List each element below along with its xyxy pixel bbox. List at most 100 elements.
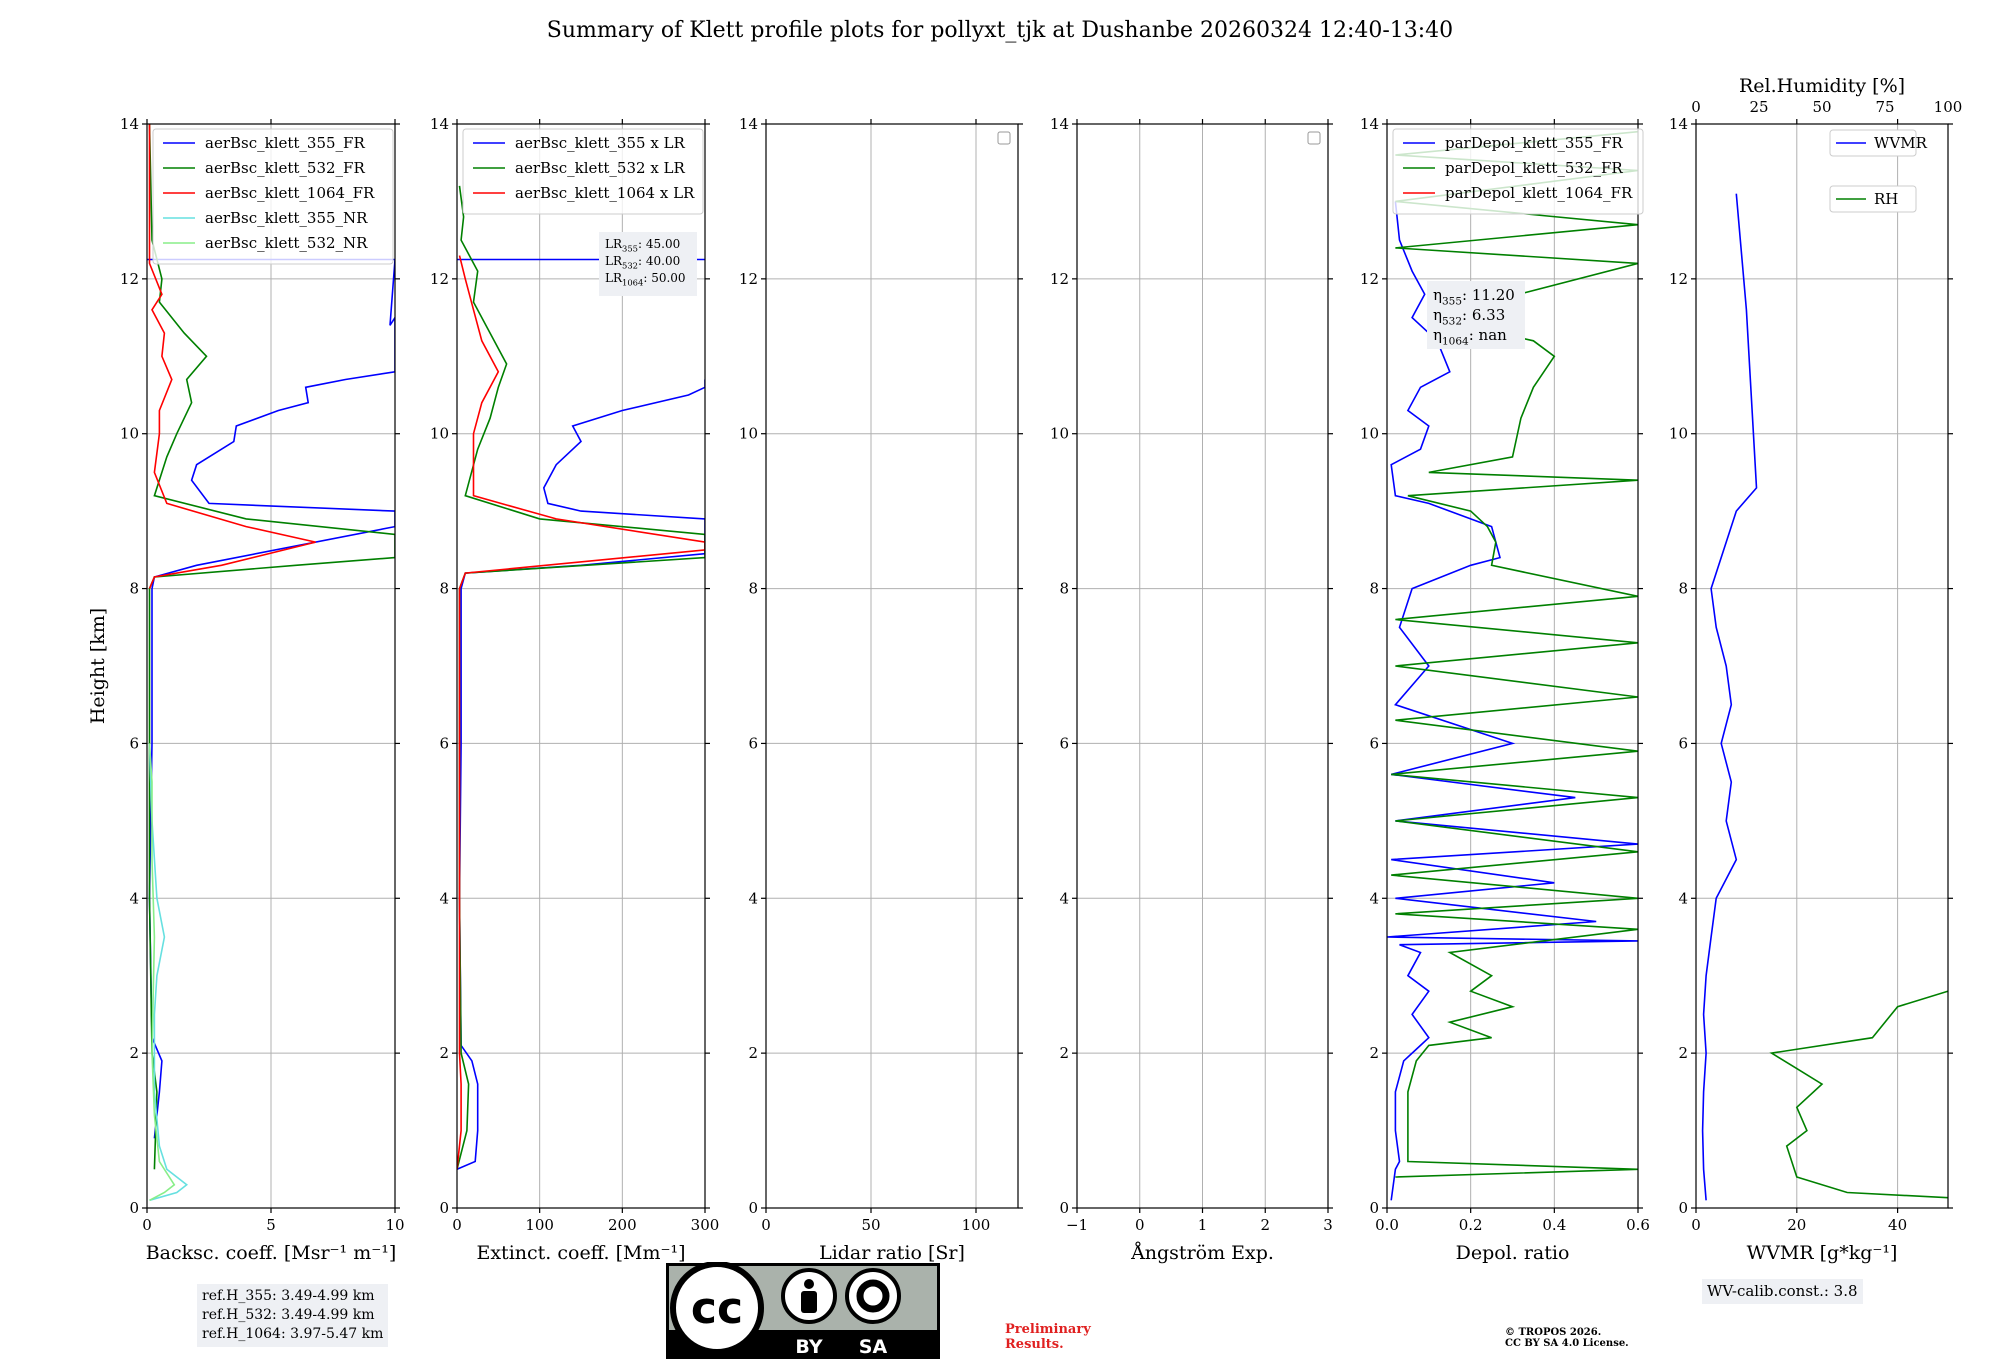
y-tick-label: 2 [748,1044,758,1062]
legend-label-aerBsc_klett_532_FR: aerBsc_klett_532_FR [205,159,365,177]
x-tick-label: 200 [608,1216,637,1234]
y-tick-label: 2 [1369,1044,1379,1062]
legend-box [462,128,704,215]
page-title: Summary of Klett profile plots for polly… [546,18,1454,43]
panel-2: 0 2 4 6 8 10 12 14 0 50 100 Lidar ratio [Sr] [739,115,1023,1264]
y-tick-label: 12 [1360,270,1379,288]
y-tick-label: 0 [1369,1199,1379,1217]
y-tick-label: 12 [430,270,449,288]
panel-1: 0 2 4 6 8 10 12 14 0 100 200 300 Extinct. coeff. [Mm… [430,115,719,1264]
series-group [457,185,705,1171]
x-tick-label: 100 [525,1216,554,1234]
series-line-aerBsc_klett_532_FR [148,124,395,1170]
plot-frame [1386,123,1639,1209]
series-line-aerBsc_klett_1064 x LR [457,255,705,1170]
top-tick-label: 25 [1749,98,1768,116]
legend-label-aerBsc_klett_355_NR: aerBsc_klett_355_NR [205,209,368,227]
y-tick-label: 4 [439,889,449,907]
legend-box [1392,128,1644,215]
plot-frame [1695,123,1949,1209]
x-tick-label: 3 [1323,1216,1333,1234]
legend-box [1829,185,1917,213]
panel-4: 0 2 4 6 8 10 12 14 0.0 0.2 0.4 0.6 Depol. ratio parDe… [1360,115,1650,1264]
eta-box-line: η532: 6.33 [1433,306,1505,328]
x-axis-label: Backsc. coeff. [Msr⁻¹ m⁻¹] [146,1242,397,1264]
x-tick-label: 0 [452,1216,462,1234]
cc-circle-icon [670,1262,764,1355]
y-tick-label: 12 [1050,270,1069,288]
y-tick-label: 0 [1678,1199,1688,1217]
x-tick-label: 0 [761,1216,771,1234]
legend-label-aerBsc_klett_1064_FR: aerBsc_klett_1064_FR [205,184,375,202]
preliminary-line-2: Results. [1005,1337,1064,1352]
cc-text: cc [691,1283,743,1334]
y-tick-label: 12 [739,270,758,288]
x-tick-label: 0.6 [1626,1216,1650,1234]
x-tick-label: 0.4 [1542,1216,1566,1234]
x-tick-label: 0 [142,1216,152,1234]
x-axis-label: WVMR [g*kg⁻¹] [1747,1242,1898,1264]
y-tick-label: 0 [129,1199,139,1217]
x-tick-label: 0.2 [1459,1216,1483,1234]
empty-legend-box [997,131,1011,145]
x-tick-label: 2 [1260,1216,1270,1234]
y-tick-label: 6 [1059,734,1069,752]
legend-label-parDepol_klett_355_FR: parDepol_klett_355_FR [1445,134,1623,152]
legend-label-aerBsc_klett_532_NR: aerBsc_klett_532_NR [205,234,368,252]
sa-label: SA [859,1336,888,1358]
y-tick-label: 8 [748,580,758,598]
y-tick-label: 8 [1369,580,1379,598]
eta-box-line: η1064: nan [1433,326,1507,348]
series-line-aerBsc_klett_355_FR [148,259,395,1139]
x-tick-label: 10 [385,1216,404,1234]
x-axis-label: Ångström Exp. [1130,1242,1274,1264]
x-tick-label: 0 [1135,1216,1145,1234]
cc-license-logo: cc BY SA [666,1262,940,1359]
by-label: BY [795,1336,822,1358]
x-tick-label: 20 [1787,1216,1806,1234]
x-axis-label: Extinct. coeff. [Mm⁻¹] [476,1242,685,1264]
x-tick-label: 40 [1888,1216,1907,1234]
y-tick-label: 4 [1678,889,1688,907]
legend-box [152,128,394,265]
series-line-aerBsc_klett_355_NR [148,743,189,1202]
legend-label-parDepol_klett_1064_FR: parDepol_klett_1064_FR [1445,184,1633,202]
copyright-line-2: CC BY SA 4.0 License. [1505,1338,1629,1349]
copyright-note: © TROPOS 2026. CC BY SA 4.0 License. [1505,1327,1629,1349]
legend-label-RH: RH [1874,190,1898,208]
empty-legend-box [1307,131,1321,145]
x-tick-label: 50 [861,1216,880,1234]
y-tick-label: 10 [1360,425,1379,443]
series-line-aerBsc_klett_355 x LR [457,379,705,1171]
y-tick-label: 4 [129,889,139,907]
x-tick-label: 100 [962,1216,991,1234]
top-tick-label: 50 [1812,98,1831,116]
x-tick-label: 0.0 [1375,1216,1399,1234]
y-tick-label: 2 [129,1044,139,1062]
top-tick-label: 100 [1934,98,1963,116]
y-tick-label: 8 [1678,580,1688,598]
y-axis-label: Height [km] [87,608,109,724]
y-tick-label: 2 [1059,1044,1069,1062]
x-tick-label: 1 [1198,1216,1208,1234]
wv-calibration-box: WV-calib.const.: 3.8 [1702,1279,1863,1304]
lidar-ratio-box-line: LR1064: 50.00 [605,271,686,288]
y-tick-label: 14 [430,115,449,133]
y-tick-label: 6 [439,734,449,752]
y-tick-label: 8 [1059,580,1069,598]
y-tick-label: 10 [120,425,139,443]
y-tick-label: 8 [129,580,139,598]
y-tick-label: 6 [1369,734,1379,752]
reference-height-box: ref.H_355: 3.49-4.99 km ref.H_532: 3.49-… [197,1284,389,1347]
y-tick-label: 4 [1059,889,1069,907]
eta-box-line: η355: 11.20 [1433,286,1515,308]
series-line-WVMR [1701,193,1758,1201]
y-tick-label: 6 [1678,734,1688,752]
y-tick-label: 10 [1050,425,1069,443]
top-tick-label: 75 [1875,98,1894,116]
x-tick-label: −1 [1066,1216,1088,1234]
